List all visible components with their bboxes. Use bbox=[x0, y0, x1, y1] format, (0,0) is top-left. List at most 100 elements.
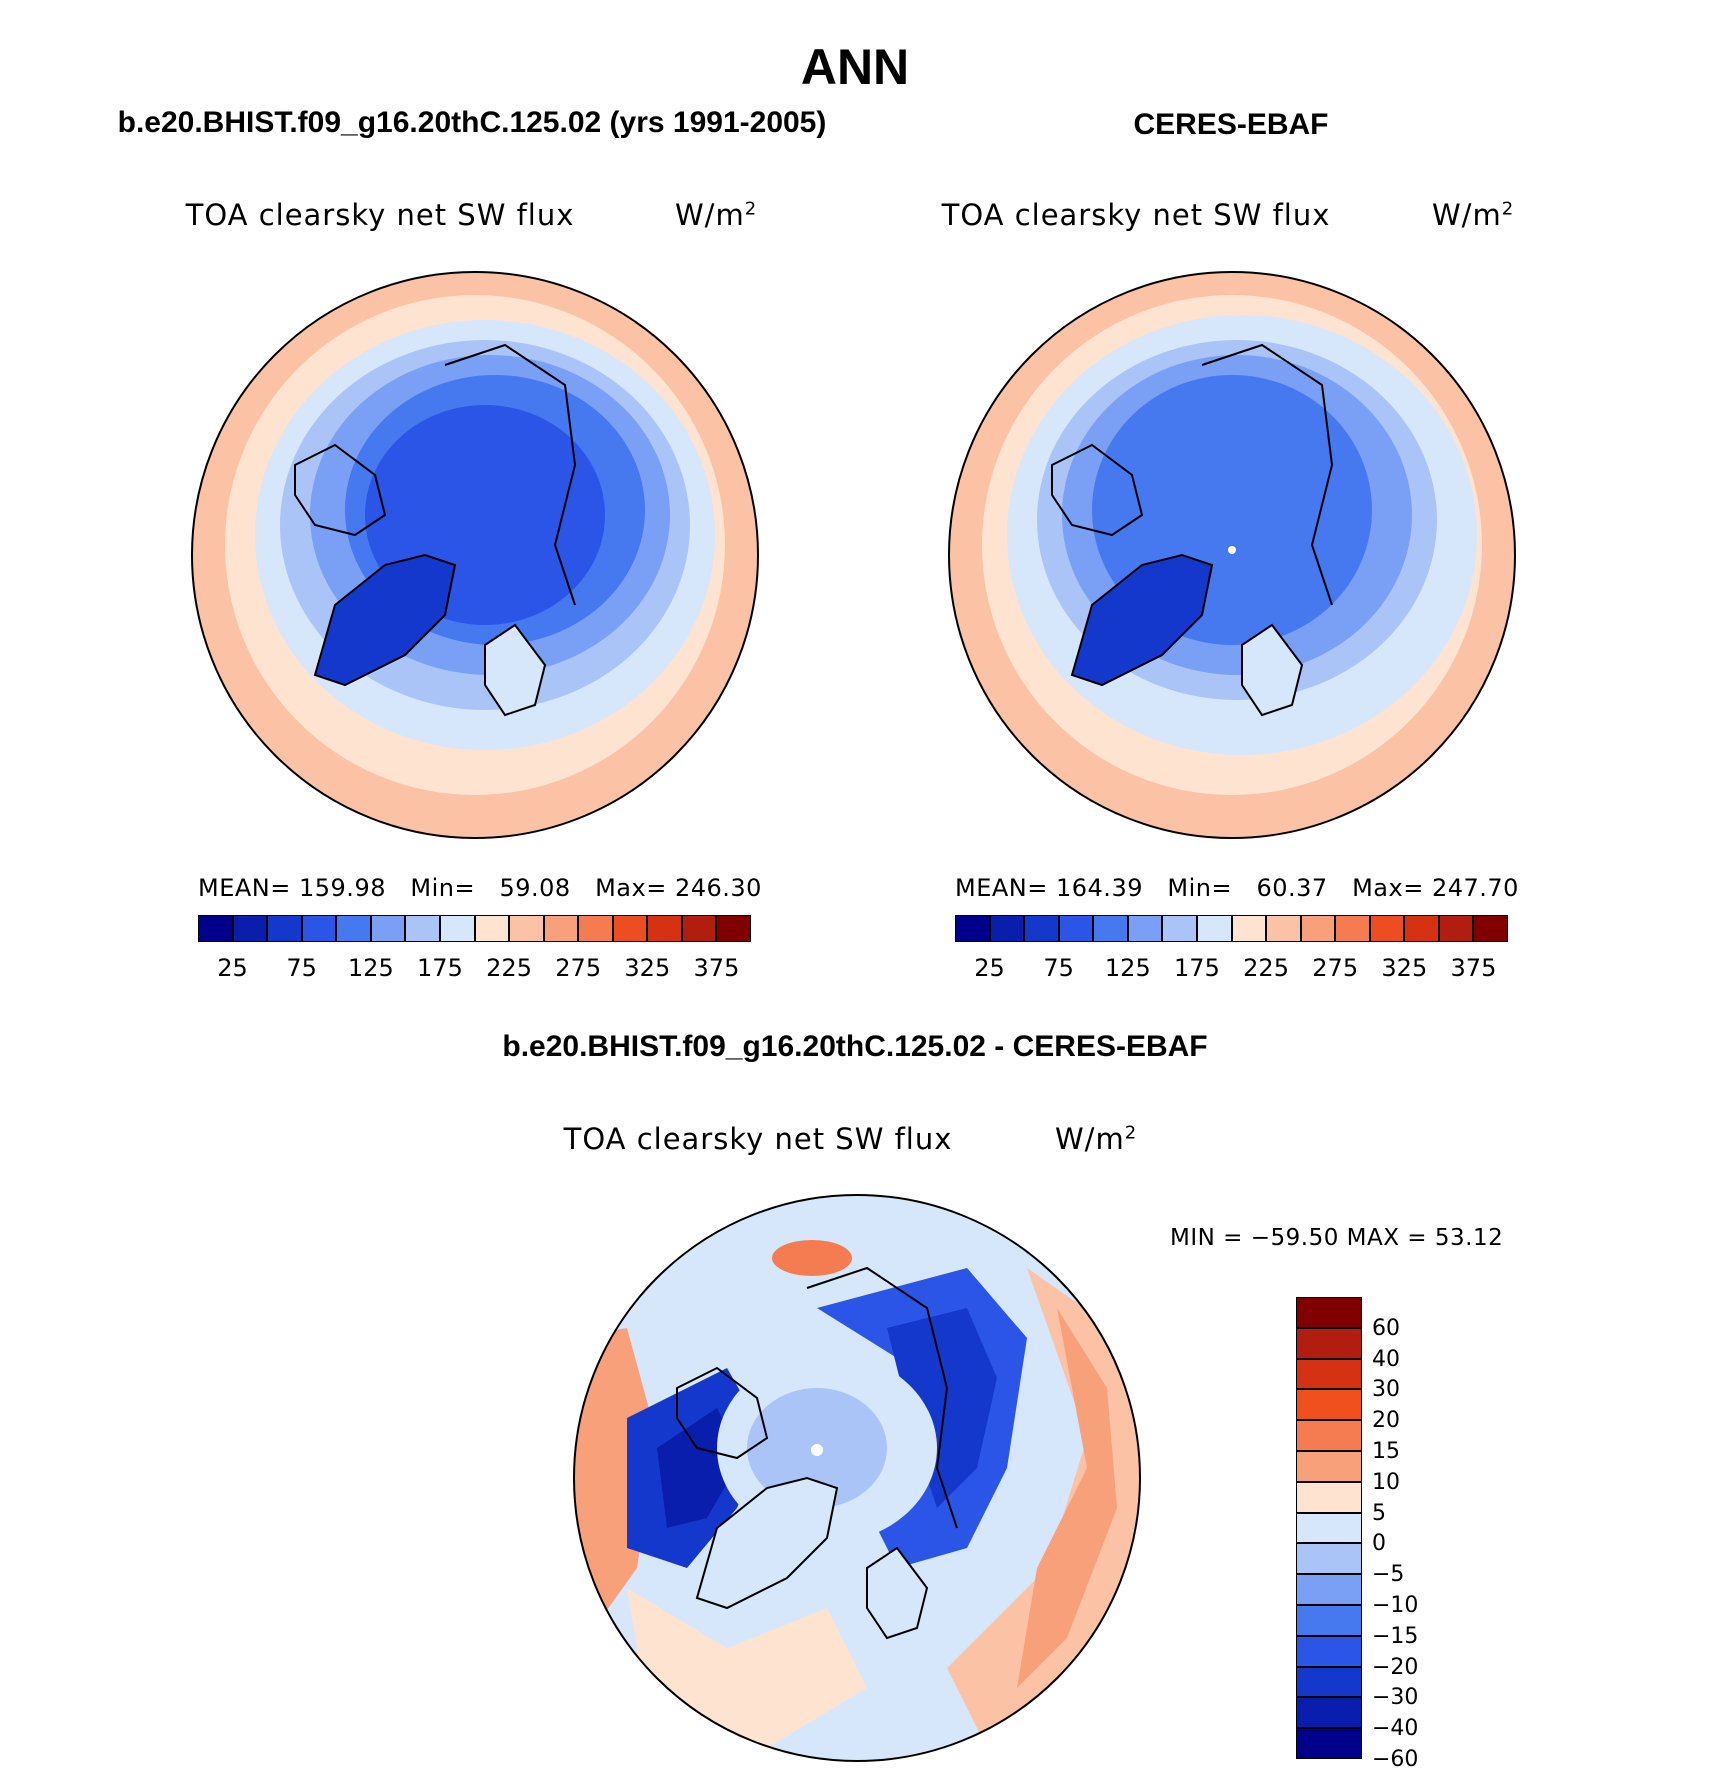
diff-colorbar-swatch bbox=[1296, 1605, 1362, 1636]
diff-colorbar-swatch bbox=[1296, 1481, 1362, 1513]
colorbar-2-tick-label: 325 bbox=[1381, 954, 1428, 982]
colorbar-2-tick-label: 225 bbox=[1243, 954, 1289, 982]
diff-colorbar-tick-label: 30 bbox=[1372, 1377, 1400, 1403]
colorbar-1-swatch bbox=[336, 915, 371, 942]
diff-colorbar-tick-label: 40 bbox=[1372, 1346, 1400, 1372]
diff-map-greenland bbox=[695, 1476, 839, 1610]
panel-2-units-sup: 2 bbox=[1501, 198, 1515, 220]
panel-2-max-label: Max= bbox=[1352, 874, 1424, 902]
colorbar-2-swatch bbox=[1300, 915, 1336, 942]
colorbar-1-tick-label: 375 bbox=[693, 954, 740, 982]
colorbar-1-swatch bbox=[370, 915, 406, 942]
colorbar-1-swatch bbox=[543, 915, 579, 942]
diff-panel-units: W/m2 bbox=[1055, 1122, 1137, 1156]
colorbar-1-swatch bbox=[509, 915, 544, 942]
diff-colorbar-tick-label: 15 bbox=[1372, 1439, 1400, 1464]
panel-1-max-label: Max= bbox=[595, 874, 667, 902]
colorbar-1-swatch bbox=[681, 915, 717, 942]
colorbar-2-tick-label: 125 bbox=[1104, 954, 1151, 982]
diff-colorbar-swatch bbox=[1296, 1666, 1362, 1698]
colorbar-1-swatch bbox=[612, 915, 648, 942]
colorbar-2-tick-label: 275 bbox=[1312, 954, 1359, 982]
diff-map-archipelago bbox=[676, 1366, 769, 1460]
colorbar-2-swatch bbox=[1369, 915, 1405, 942]
panel-1-variable-label: TOA clearsky net SW flux bbox=[185, 198, 575, 232]
panel-1-min-label: Min= bbox=[410, 874, 476, 902]
colorbar-1-swatch bbox=[405, 915, 440, 942]
diff-map-warm-west bbox=[574, 1328, 657, 1638]
colorbar-1-tick-label: 175 bbox=[417, 954, 463, 982]
diff-panel-title: b.e20.BHIST.f09_g16.20thC.125.02 - CERES… bbox=[502, 1030, 1208, 1063]
colorbar-2-swatch bbox=[1127, 915, 1163, 942]
panel-2-mean-label: MEAN= bbox=[955, 874, 1048, 902]
diff-colorbar-swatch bbox=[1296, 1635, 1362, 1667]
diff-colorbar-swatch bbox=[1296, 1512, 1362, 1544]
main-title: ANN bbox=[800, 39, 910, 95]
panel-1-units-sup: 2 bbox=[744, 198, 758, 220]
diff-colorbar-tick-label: −15 bbox=[1372, 1623, 1419, 1649]
colorbar-2-swatch bbox=[955, 915, 990, 942]
colorbar-2-swatch bbox=[1473, 915, 1508, 942]
diff-colorbar-swatch bbox=[1296, 1327, 1362, 1359]
colorbar-2-swatch bbox=[1162, 915, 1197, 942]
map-2-siberia-coast bbox=[1201, 343, 1334, 606]
diff-colorbar-swatch bbox=[1296, 1728, 1362, 1759]
diff-colorbar-swatch bbox=[1296, 1574, 1362, 1605]
colorbar-2-tick-label: 175 bbox=[1174, 954, 1220, 982]
map-2-pole-dot bbox=[1228, 546, 1236, 554]
panel-1-mean-label: MEAN= bbox=[198, 874, 291, 902]
map-1-archipelago bbox=[294, 443, 387, 537]
colorbar-1-swatch bbox=[232, 915, 268, 942]
map-2-scandinavia bbox=[1241, 623, 1304, 717]
diff-colorbar-swatch bbox=[1296, 1420, 1362, 1451]
map-1-greenland bbox=[313, 553, 457, 687]
diff-colorbar-tick-label: −40 bbox=[1372, 1716, 1419, 1742]
panel-2-variable-label: TOA clearsky net SW flux bbox=[941, 198, 1331, 232]
diff-colorbar-tick-label: −30 bbox=[1372, 1685, 1419, 1711]
panel-2-stats: MEAN= 164.39 Min= 60.37 Max= 247.70 bbox=[955, 874, 1519, 902]
colorbar-2-swatch bbox=[1438, 915, 1474, 942]
colorbar-2-swatch bbox=[1231, 915, 1267, 942]
colorbar-2-swatch bbox=[1024, 915, 1059, 942]
colorbar-1-swatch bbox=[578, 915, 613, 942]
diff-colorbar-swatch bbox=[1296, 1697, 1362, 1729]
diff-colorbar-tick-label: 0 bbox=[1372, 1531, 1386, 1557]
colorbar-2-swatch bbox=[1404, 915, 1439, 942]
colorbar-1-swatch bbox=[267, 915, 302, 942]
colorbar-2-tick-label: 75 bbox=[1043, 954, 1074, 982]
diff-colorbar-swatch bbox=[1296, 1451, 1362, 1482]
diff-colorbar-tick-label: −20 bbox=[1372, 1654, 1419, 1680]
colorbar-1-tick-label: 125 bbox=[347, 954, 394, 982]
panel-1-units-text: W/m bbox=[675, 198, 745, 232]
colorbar-2-swatch bbox=[989, 915, 1025, 942]
colorbar-1-swatch bbox=[439, 915, 475, 942]
diff-colorbar-swatch bbox=[1296, 1543, 1362, 1575]
map-1-scandinavia bbox=[484, 623, 547, 717]
diff-colorbar-tick-label: −60 bbox=[1372, 1747, 1419, 1772]
diff-colorbar-tick-label: 20 bbox=[1372, 1408, 1400, 1434]
map-panel-2 bbox=[948, 271, 1516, 839]
map-panel-diff bbox=[573, 1194, 1141, 1762]
diff-map-siberia-coast bbox=[806, 1266, 958, 1529]
diff-colorbar-swatch bbox=[1296, 1297, 1362, 1328]
colorbar-1-tick-label: 75 bbox=[286, 954, 317, 982]
diff-map-warm-east-inner bbox=[1017, 1308, 1117, 1688]
colorbar-2-tick-label: 25 bbox=[974, 954, 1005, 982]
diff-map-pole bbox=[811, 1444, 823, 1456]
colorbar-1-tick-label: 275 bbox=[555, 954, 602, 982]
diff-panel-variable-label: TOA clearsky net SW flux bbox=[563, 1122, 953, 1156]
colorbar-1-tick-label: 325 bbox=[624, 954, 671, 982]
diff-colorbar-tick-label: −5 bbox=[1372, 1562, 1405, 1588]
diff-units-sup: 2 bbox=[1124, 1122, 1138, 1144]
diff-map-hotspot-top bbox=[772, 1240, 852, 1276]
panel-1-mean-value: 159.98 bbox=[299, 874, 386, 902]
diff-map-cold-east-inner bbox=[887, 1308, 997, 1508]
panel-2-case-title: CERES-EBAF bbox=[1133, 108, 1329, 141]
diff-colorbar-swatch bbox=[1296, 1389, 1362, 1421]
panel-2-mean-value: 164.39 bbox=[1056, 874, 1143, 902]
colorbar-1-tick-label: 25 bbox=[217, 954, 248, 982]
diff-colorbar-tick-label: −10 bbox=[1372, 1593, 1419, 1618]
colorbar-2-tick-label: 375 bbox=[1450, 954, 1497, 982]
panel-2-units: W/m2 bbox=[1432, 198, 1514, 232]
panel-1-case-title: b.e20.BHIST.f09_g16.20thC.125.02 (yrs 19… bbox=[117, 106, 827, 139]
